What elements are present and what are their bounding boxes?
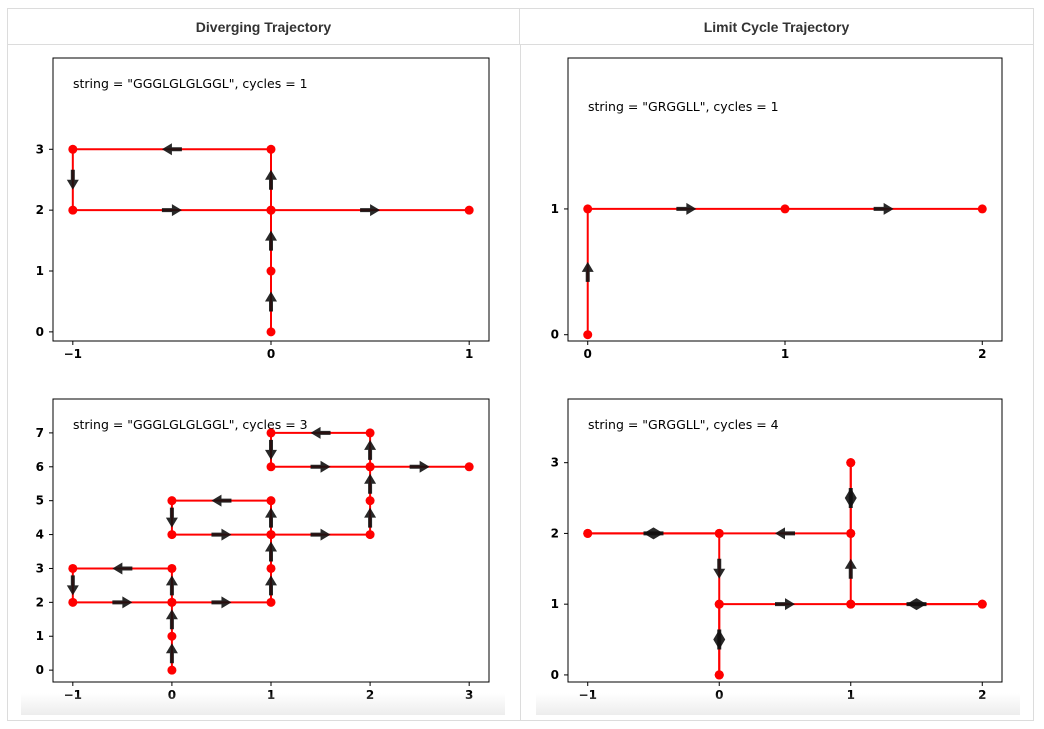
column-header-diverging: Diverging Trajectory (8, 9, 520, 45)
column-header-limit-cycle: Limit Cycle Trajectory (520, 9, 1033, 45)
scroll-fade-right (536, 693, 1020, 715)
figure-grid: Diverging Trajectory Limit Cycle Traject… (7, 8, 1034, 721)
column-divider (520, 45, 521, 720)
scroll-fade-left (21, 693, 505, 715)
